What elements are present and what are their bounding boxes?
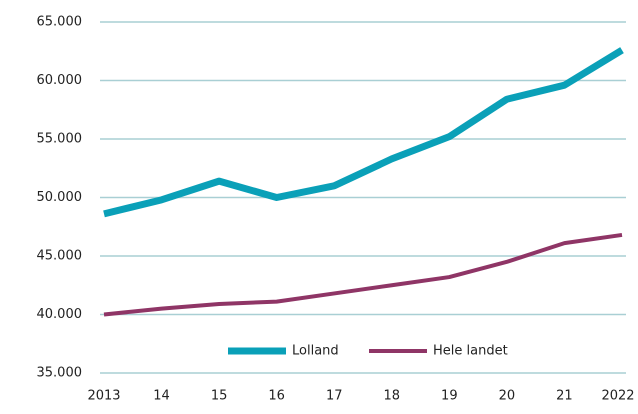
x-tick-label: 16: [268, 389, 285, 404]
x-tick-label: 17: [326, 389, 343, 404]
x-tick-label: 14: [153, 389, 170, 404]
x-tick-label: 2022: [601, 389, 634, 404]
x-tick-label: 18: [384, 389, 401, 404]
x-tick-label: 21: [556, 389, 573, 404]
x-tick-label: 2013: [87, 389, 120, 404]
y-tick-label: 50.000: [37, 190, 83, 205]
series-line: [103, 232, 623, 317]
series-line: [103, 47, 624, 218]
x-tick-label: 20: [499, 389, 516, 404]
legend-label: Hele landet: [433, 344, 508, 359]
legend-label: Lolland: [292, 344, 339, 359]
x-tick-label: 15: [211, 389, 228, 404]
x-tick-label: 19: [441, 389, 458, 404]
y-tick-label: 45.000: [37, 249, 83, 264]
y-tick-label: 60.000: [37, 73, 83, 88]
y-tick-label: 35.000: [37, 366, 83, 381]
y-tick-label: 65.000: [37, 15, 83, 30]
y-tick-label: 55.000: [37, 132, 83, 147]
y-tick-label: 40.000: [37, 307, 83, 322]
